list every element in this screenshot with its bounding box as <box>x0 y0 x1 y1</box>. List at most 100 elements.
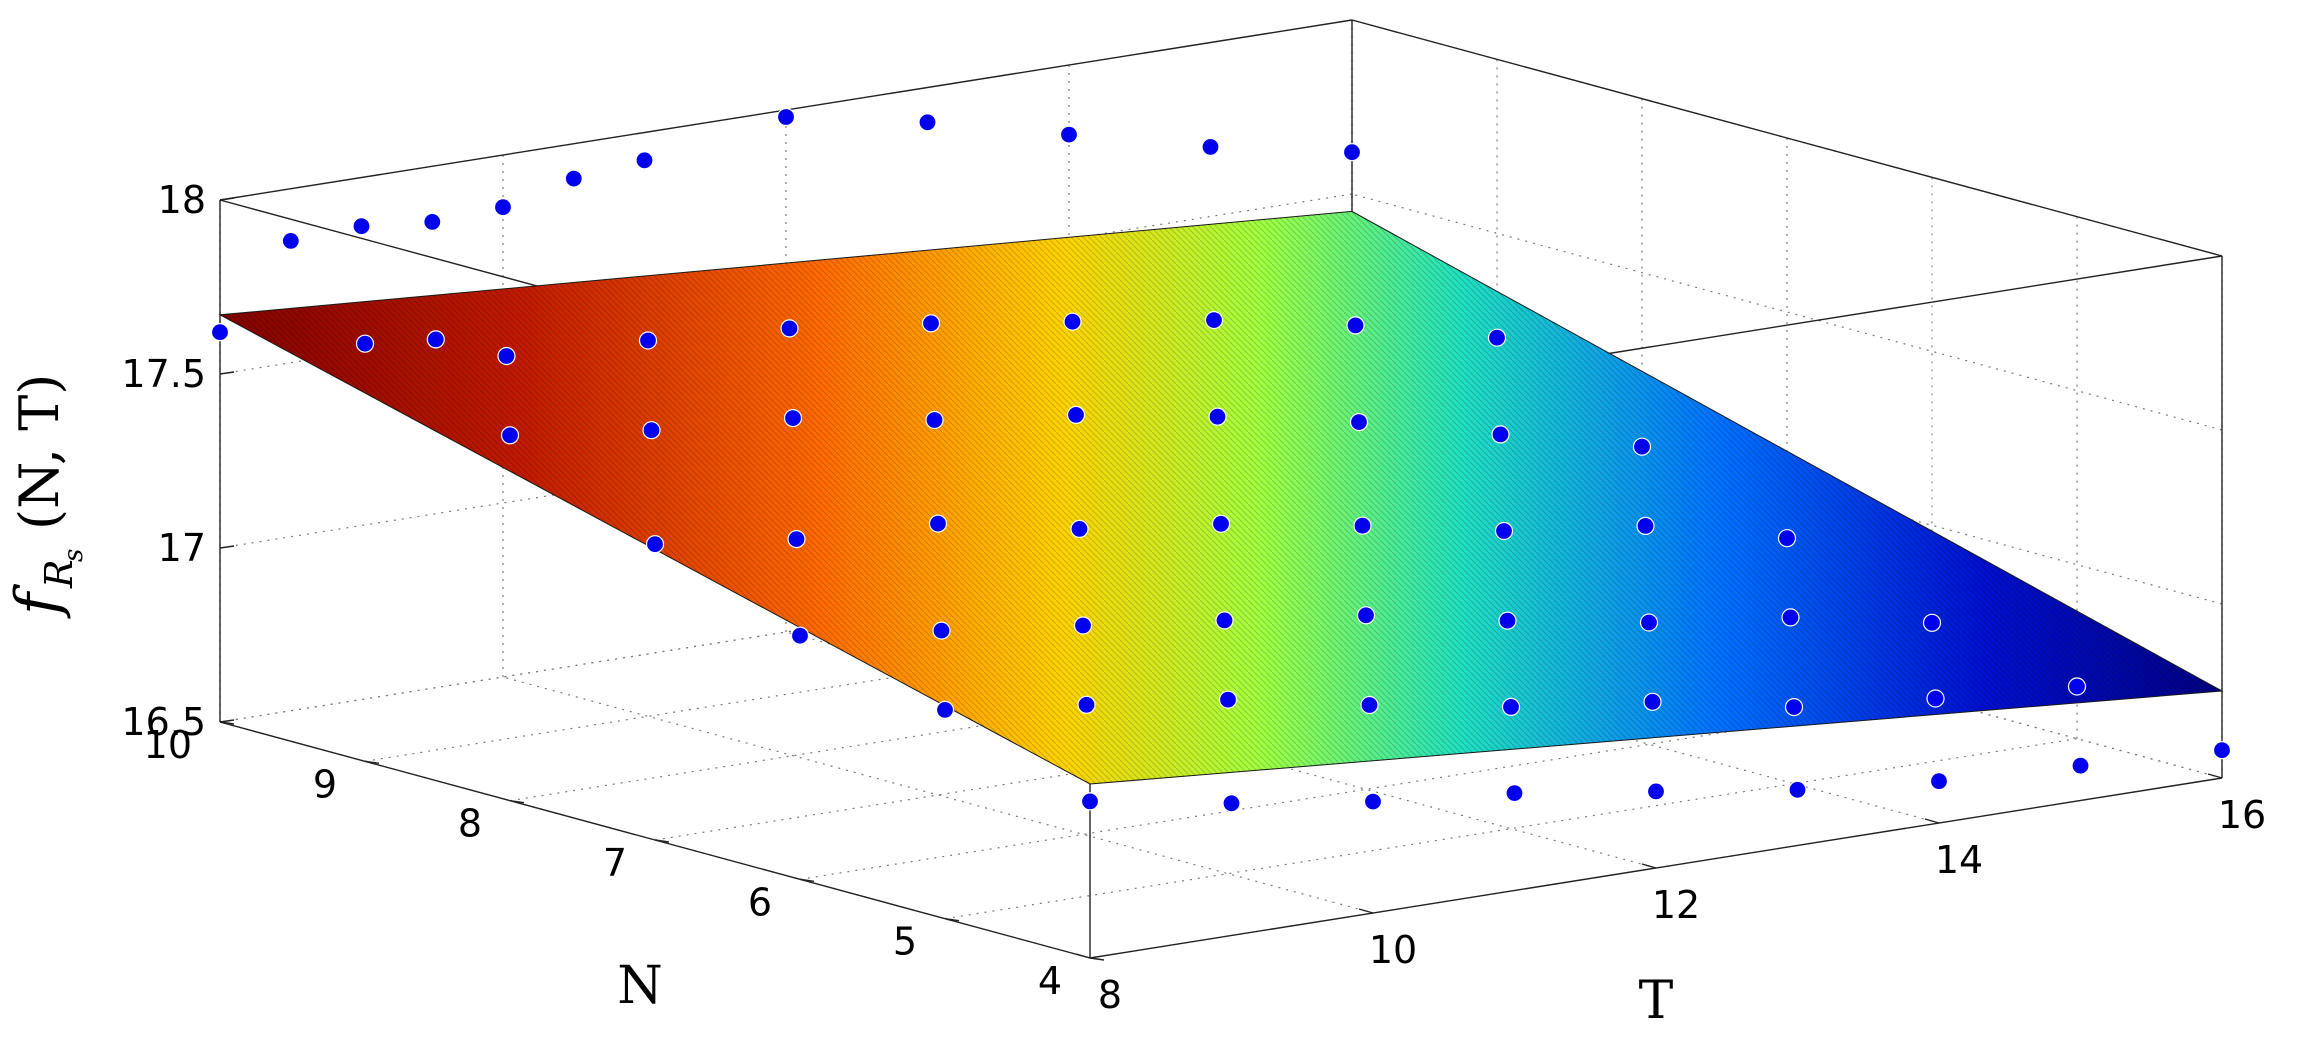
data-point <box>1494 521 1514 541</box>
y-tick-label: 5 <box>893 920 917 964</box>
x-tick <box>1075 953 1091 959</box>
data-point <box>497 346 516 366</box>
data-point <box>423 212 442 231</box>
y-tick-label: 7 <box>603 841 627 885</box>
z-tick <box>219 545 235 549</box>
x-tick-label: 16 <box>2218 793 2266 837</box>
data-point <box>1356 606 1376 625</box>
y-tick-label: 8 <box>458 802 482 846</box>
data-point <box>426 330 445 349</box>
data-point <box>1929 772 1949 791</box>
data-point <box>1781 608 1800 627</box>
data-point <box>783 409 803 428</box>
y-tick <box>654 839 670 843</box>
data-point <box>1077 695 1096 714</box>
data-point <box>1646 782 1666 801</box>
data-point <box>1363 792 1383 811</box>
z-axis-label-subsub: s <box>59 549 89 562</box>
data-point <box>1080 792 1100 811</box>
data-point <box>493 198 513 217</box>
x-tick <box>2207 773 2223 779</box>
data-point <box>1066 405 1086 424</box>
data-point <box>1788 780 1807 799</box>
data-point <box>935 700 955 720</box>
data-point <box>776 107 796 127</box>
data-point <box>210 323 230 342</box>
x-tick <box>1641 863 1657 869</box>
data-point <box>1211 514 1231 533</box>
data-point <box>1498 611 1517 630</box>
data-point <box>635 151 654 170</box>
data-point <box>1063 312 1082 331</box>
data-point <box>1922 613 1942 632</box>
data-point <box>790 626 810 645</box>
data-point <box>787 529 806 549</box>
data-point <box>1353 516 1372 535</box>
x-tick <box>1358 908 1374 914</box>
surface-mesh <box>220 211 2222 784</box>
data-point <box>1059 125 1079 144</box>
x-axis-label: T <box>1639 971 1674 1031</box>
y-tick-label: 4 <box>1038 959 1062 1003</box>
data-point <box>780 319 799 338</box>
data-point <box>1218 690 1238 709</box>
y-tick <box>364 760 380 765</box>
data-point <box>642 421 661 440</box>
y-axis-label: N <box>617 956 663 1016</box>
data-point <box>921 314 941 333</box>
x-tick-label: 14 <box>1935 838 1983 882</box>
z-axis-label-sub: R <box>37 559 81 589</box>
data-point <box>1639 613 1659 632</box>
data-point <box>1342 143 1362 162</box>
y-tick-label: 6 <box>748 880 772 924</box>
z-axis-label-group: f R s (N, T) <box>3 374 89 619</box>
data-point <box>2071 756 2090 775</box>
data-point <box>1632 437 1652 456</box>
data-point <box>1501 697 1521 717</box>
data-point <box>1487 328 1507 347</box>
data-point <box>352 217 371 236</box>
data-point <box>1222 794 1241 813</box>
z-tick-label: 16.5 <box>121 700 206 744</box>
z-tick-label: 17.5 <box>121 352 206 396</box>
data-point <box>1201 137 1220 156</box>
y-tick <box>1089 957 1105 961</box>
y-tick <box>219 721 235 725</box>
x-tick <box>1924 818 1940 824</box>
z-tick-label: 17 <box>158 526 206 570</box>
z-tick <box>219 197 235 201</box>
data-point <box>1070 519 1089 539</box>
z-tick <box>219 371 235 375</box>
data-point <box>1073 616 1093 635</box>
y-tick <box>944 917 960 922</box>
data-point <box>564 169 583 188</box>
data-point <box>1636 516 1655 536</box>
data-point <box>1926 689 1945 708</box>
data-point <box>918 113 937 132</box>
z-axis-label-args: (N, T) <box>8 374 71 530</box>
data-point <box>1215 611 1234 630</box>
box-edge <box>1351 19 2223 257</box>
data-point <box>1784 697 1804 717</box>
data-point <box>1505 783 1524 803</box>
y-tick-label: 9 <box>313 762 337 806</box>
y-tick <box>509 799 525 804</box>
data-point <box>500 426 520 445</box>
z-tick-label: 18 <box>158 178 206 222</box>
x-tick-label: 10 <box>1369 928 1417 972</box>
data-point <box>1777 529 1797 548</box>
data-point <box>1643 692 1662 711</box>
data-point <box>645 535 665 554</box>
data-point <box>2067 677 2087 696</box>
data-point <box>1346 316 1365 335</box>
data-point <box>1360 695 1379 715</box>
data-point <box>925 410 944 430</box>
x-tick-label: 12 <box>1652 883 1700 927</box>
data-point <box>1349 413 1369 432</box>
data-point <box>1204 311 1224 330</box>
data-point <box>932 621 951 640</box>
data-point <box>928 514 948 533</box>
data-point <box>355 334 375 353</box>
data-point <box>281 231 300 250</box>
